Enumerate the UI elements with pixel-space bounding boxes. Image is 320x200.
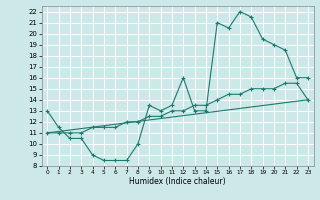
X-axis label: Humidex (Indice chaleur): Humidex (Indice chaleur) (129, 177, 226, 186)
